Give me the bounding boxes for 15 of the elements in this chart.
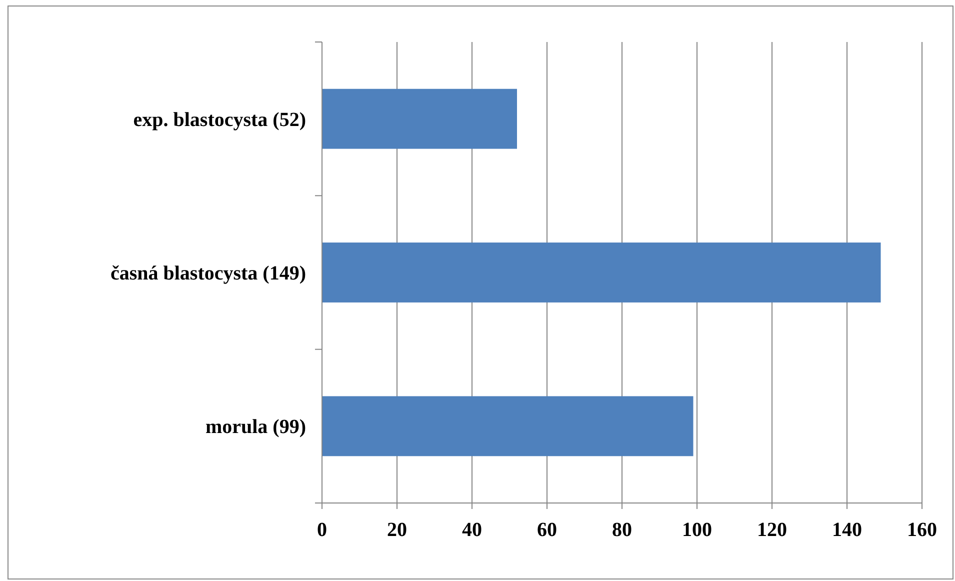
- x-tick-label: 140: [832, 519, 862, 541]
- y-tick-label: exp. blastocysta (52): [133, 108, 306, 131]
- x-tick-label: 100: [682, 519, 712, 541]
- x-tick-label: 40: [462, 519, 482, 541]
- x-tick-label: 60: [537, 519, 557, 541]
- bar: [322, 242, 881, 302]
- y-tick-label: morula (99): [205, 416, 306, 438]
- x-tick-label: 120: [757, 519, 787, 541]
- x-tick-label: 20: [387, 519, 407, 541]
- x-tick-label: 160: [907, 519, 937, 541]
- x-tick-label: 0: [317, 519, 327, 541]
- bar: [322, 88, 517, 149]
- bar: [322, 396, 694, 456]
- x-tick-label: 80: [612, 519, 632, 541]
- y-tick-label: časná blastocysta (149): [110, 262, 306, 284]
